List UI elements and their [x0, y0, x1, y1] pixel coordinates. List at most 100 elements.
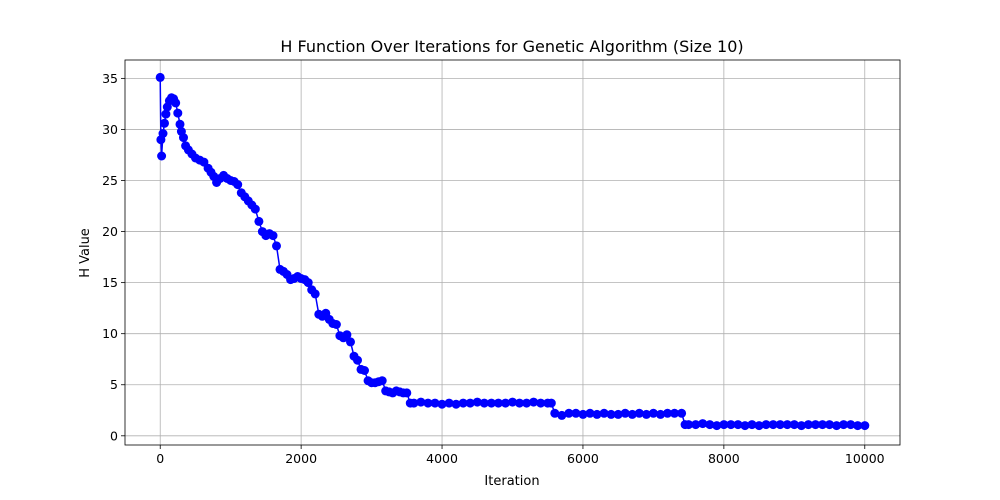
data-point	[161, 109, 171, 119]
data-point	[860, 421, 870, 431]
data-point	[761, 420, 771, 430]
y-tick-label: 30	[102, 122, 118, 137]
x-tick-label: 4000	[426, 451, 458, 466]
data-point	[303, 278, 313, 288]
x-tick-label: 6000	[567, 451, 599, 466]
data-point	[501, 398, 510, 408]
x-tick-label: 0	[156, 451, 164, 466]
x-axis-label: Iteration	[484, 474, 539, 489]
data-point	[839, 420, 849, 430]
data-point	[670, 408, 679, 418]
data-point	[346, 337, 355, 347]
data-point	[648, 408, 658, 418]
data-point	[353, 355, 362, 365]
data-point	[250, 204, 260, 214]
data-point	[377, 376, 387, 386]
data-point	[719, 420, 729, 430]
axes: 0 2000 4000 6000 8000 10000 0 5 10 15 20 25 30 35	[102, 59, 901, 466]
plot-frame	[124, 59, 901, 446]
data-point	[486, 398, 496, 408]
data-point	[479, 398, 489, 408]
data-point	[175, 119, 185, 129]
data-point	[663, 408, 672, 418]
data-point	[726, 420, 736, 430]
y-tick-label: 25	[102, 173, 118, 188]
data-point	[691, 420, 701, 430]
data-point	[599, 408, 609, 418]
data-point	[782, 420, 792, 430]
data-point	[409, 398, 419, 408]
data-point	[747, 420, 757, 430]
data-point	[430, 398, 440, 408]
data-point	[437, 399, 447, 409]
data-point	[825, 420, 834, 430]
data-point	[684, 420, 694, 430]
data-point	[472, 397, 482, 407]
data-point	[656, 409, 665, 419]
data-point	[789, 420, 799, 430]
x-tick-label: 10000	[845, 451, 885, 466]
data-point	[155, 72, 165, 82]
data-point	[712, 421, 722, 431]
data-point	[613, 409, 623, 419]
data-point	[818, 420, 827, 430]
data-point	[578, 409, 588, 419]
data-point	[272, 241, 281, 251]
data-point	[529, 397, 539, 407]
data-point	[564, 408, 574, 418]
data-point	[606, 409, 616, 419]
data-point	[705, 420, 715, 430]
data-point	[536, 398, 546, 408]
data-point	[803, 420, 813, 430]
data-point	[493, 398, 503, 408]
data-point	[698, 419, 708, 429]
data-point	[444, 398, 454, 408]
data-point	[508, 397, 517, 407]
data-point	[550, 408, 560, 418]
data-point	[158, 129, 168, 138]
data-point	[546, 398, 556, 408]
data-point	[811, 420, 820, 430]
x-tick-label: 8000	[708, 451, 740, 466]
data-point	[641, 409, 651, 419]
data-point	[832, 421, 842, 431]
data-point	[796, 421, 806, 431]
data-point	[423, 398, 433, 408]
data-point	[173, 108, 183, 118]
data-point	[522, 398, 532, 408]
data-point	[677, 408, 687, 418]
y-tick-label: 0	[110, 428, 118, 443]
data-point	[360, 366, 369, 375]
data-point	[571, 408, 581, 418]
data-point	[768, 420, 778, 430]
grid	[125, 60, 900, 445]
data-point	[634, 408, 644, 418]
data-point	[451, 399, 461, 409]
data-point	[465, 398, 475, 408]
y-tick-label: 5	[110, 377, 118, 392]
data-point	[342, 330, 352, 340]
data-point	[254, 216, 264, 226]
data-point	[160, 118, 169, 128]
data-point	[585, 408, 595, 418]
y-tick-label: 35	[102, 71, 118, 86]
data-point	[627, 409, 637, 419]
y-tick-label: 10	[102, 326, 118, 341]
data-point	[846, 420, 856, 430]
data-point	[331, 320, 341, 329]
chart-title: H Function Over Iterations for Genetic A…	[280, 37, 743, 56]
data-point	[157, 151, 167, 161]
data-point	[620, 408, 630, 418]
data-point	[233, 180, 243, 190]
x-tick-label: 2000	[285, 451, 317, 466]
series-line	[155, 72, 870, 431]
data-point	[740, 421, 750, 431]
y-tick-label: 15	[102, 275, 118, 290]
data-point	[402, 388, 412, 398]
data-point	[515, 398, 524, 408]
y-axis-label: H Value	[78, 228, 93, 278]
data-point	[853, 421, 863, 431]
data-point	[458, 398, 468, 408]
data-point	[179, 133, 188, 143]
